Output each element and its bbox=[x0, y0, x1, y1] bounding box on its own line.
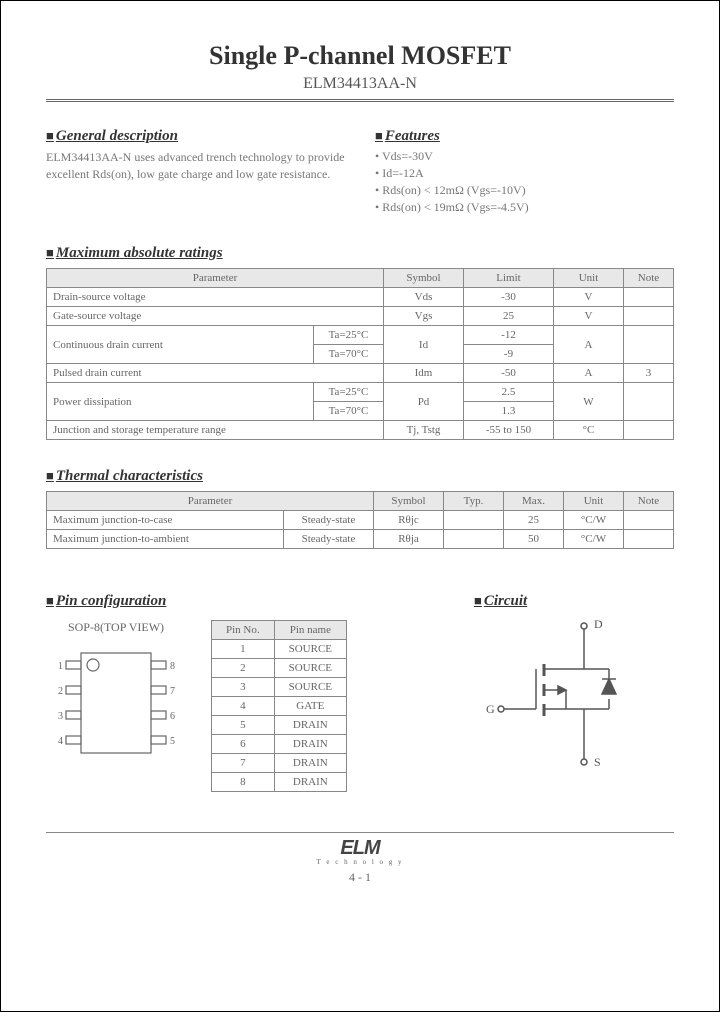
table-row: 2SOURCE bbox=[212, 659, 347, 678]
general-description-col: General description ELM34413AA-N uses ad… bbox=[46, 112, 345, 217]
feature-item: Id=-12A bbox=[375, 166, 674, 181]
col-typ: Typ. bbox=[444, 492, 504, 511]
col-max: Max. bbox=[504, 492, 564, 511]
svg-text:7: 7 bbox=[170, 686, 175, 697]
svg-text:D: D bbox=[594, 617, 603, 631]
page-footer: ELM T e c h n o l o g y 4 - 1 bbox=[46, 832, 674, 885]
col-parameter: Parameter bbox=[47, 492, 374, 511]
table-row: Maximum junction-to-ambient Steady-state… bbox=[47, 530, 674, 549]
package-diagram-wrap: SOP-8(TOP VIEW) bbox=[46, 620, 186, 768]
datasheet-page: Single P-channel MOSFET ELM34413AA-N Gen… bbox=[0, 0, 720, 1012]
pin-table: Pin No. Pin name 1SOURCE 2SOURCE 3SOURCE… bbox=[211, 620, 347, 792]
pin-config-col: Pin configuration SOP-8(TOP VIEW) bbox=[46, 577, 436, 792]
table-row: 1SOURCE bbox=[212, 640, 347, 659]
table-row: Continuous drain current Ta=25°C Id -12 … bbox=[47, 326, 674, 345]
pin-section: SOP-8(TOP VIEW) bbox=[46, 620, 436, 792]
footer-rule bbox=[46, 832, 674, 833]
table-row: 6DRAIN bbox=[212, 735, 347, 754]
svg-text:4: 4 bbox=[58, 736, 63, 747]
table-row: Gate-source voltage Vgs 25 V bbox=[47, 307, 674, 326]
svg-text:1: 1 bbox=[58, 661, 63, 672]
col-parameter: Parameter bbox=[47, 269, 384, 288]
feature-item: Rds(on) < 19mΩ (Vgs=-4.5V) bbox=[375, 200, 674, 215]
table-row: 8DRAIN bbox=[212, 773, 347, 792]
svg-text:2: 2 bbox=[58, 686, 63, 697]
sop8-diagram: 1 8 2 7 3 6 4 5 bbox=[46, 643, 186, 763]
features-col: Features Vds=-30V Id=-12A Rds(on) < 12mΩ… bbox=[375, 112, 674, 217]
col-symbol: Symbol bbox=[384, 269, 464, 288]
max-ratings-table: Parameter Symbol Limit Unit Note Drain-s… bbox=[46, 268, 674, 440]
svg-text:6: 6 bbox=[170, 711, 175, 722]
general-description-heading: General description bbox=[46, 128, 345, 145]
table-row: 4GATE bbox=[212, 697, 347, 716]
table-row: Maximum junction-to-case Steady-state Rθ… bbox=[47, 511, 674, 530]
page-number: 4 - 1 bbox=[46, 870, 674, 885]
svg-text:S: S bbox=[594, 755, 601, 769]
features-list: Vds=-30V Id=-12A Rds(on) < 12mΩ (Vgs=-10… bbox=[375, 149, 674, 215]
mosfet-circuit-diagram: D G S bbox=[474, 614, 644, 774]
col-pin-no: Pin No. bbox=[212, 621, 275, 640]
col-unit: Unit bbox=[554, 269, 624, 288]
thermal-heading: Thermal characteristics bbox=[46, 468, 674, 485]
col-pin-name: Pin name bbox=[274, 621, 346, 640]
general-description-text: ELM34413AA-N uses advanced trench techno… bbox=[46, 149, 345, 183]
pin-config-heading: Pin configuration bbox=[46, 593, 436, 610]
logo-subtext: T e c h n o l o g y bbox=[46, 858, 674, 866]
title-rule bbox=[46, 99, 674, 102]
svg-text:3: 3 bbox=[58, 711, 63, 722]
table-header-row: Parameter Symbol Limit Unit Note bbox=[47, 269, 674, 288]
page-title: Single P-channel MOSFET bbox=[46, 41, 674, 71]
features-heading: Features bbox=[375, 128, 674, 145]
thermal-table: Parameter Symbol Typ. Max. Unit Note Max… bbox=[46, 491, 674, 549]
part-number: ELM34413AA-N bbox=[46, 75, 674, 93]
svg-text:8: 8 bbox=[170, 661, 175, 672]
table-row: Power dissipation Ta=25°C Pd 2.5 W bbox=[47, 383, 674, 402]
col-symbol: Symbol bbox=[374, 492, 444, 511]
table-row: 7DRAIN bbox=[212, 754, 347, 773]
table-row: 3SOURCE bbox=[212, 678, 347, 697]
circuit-heading: Circuit bbox=[474, 593, 674, 610]
bottom-row: Pin configuration SOP-8(TOP VIEW) bbox=[46, 577, 674, 792]
table-row: Junction and storage temperature range T… bbox=[47, 421, 674, 440]
feature-item: Rds(on) < 12mΩ (Vgs=-10V) bbox=[375, 183, 674, 198]
svg-text:5: 5 bbox=[170, 736, 175, 747]
package-label: SOP-8(TOP VIEW) bbox=[46, 620, 186, 635]
table-row: Drain-source voltage Vds -30 V bbox=[47, 288, 674, 307]
table-header-row: Pin No. Pin name bbox=[212, 621, 347, 640]
col-limit: Limit bbox=[464, 269, 554, 288]
col-note: Note bbox=[624, 269, 674, 288]
logo: ELM bbox=[46, 837, 674, 860]
col-note: Note bbox=[624, 492, 674, 511]
table-header-row: Parameter Symbol Typ. Max. Unit Note bbox=[47, 492, 674, 511]
col-unit: Unit bbox=[564, 492, 624, 511]
svg-text:G: G bbox=[486, 702, 495, 716]
circuit-col: Circuit bbox=[474, 577, 674, 779]
intro-columns: General description ELM34413AA-N uses ad… bbox=[46, 112, 674, 217]
feature-item: Vds=-30V bbox=[375, 149, 674, 164]
table-row: 5DRAIN bbox=[212, 716, 347, 735]
table-row: Pulsed drain current Idm -50 A 3 bbox=[47, 364, 674, 383]
max-ratings-heading: Maximum absolute ratings bbox=[46, 245, 674, 262]
